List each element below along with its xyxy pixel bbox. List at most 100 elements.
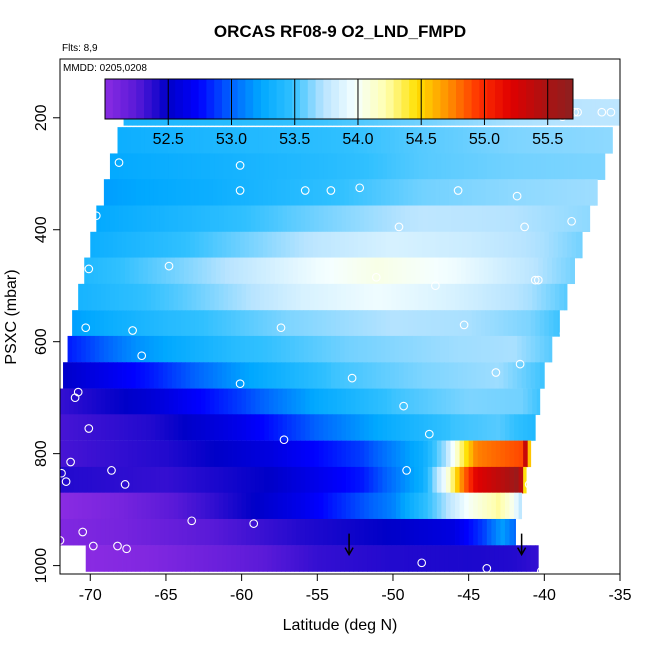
heatmap-cell	[294, 231, 300, 259]
heatmap-cell	[312, 127, 318, 154]
heatmap-cell	[241, 283, 247, 311]
heatmap-cell	[383, 257, 389, 285]
heatmap-cell	[253, 545, 259, 572]
heatmap-cell	[514, 153, 519, 180]
heatmap-cell	[568, 205, 574, 232]
heatmap-cell	[167, 335, 173, 363]
heatmap-cell	[276, 335, 282, 363]
heatmap-cell	[477, 518, 483, 546]
heatmap-cell	[105, 466, 111, 494]
heatmap-cell	[365, 257, 371, 285]
heatmap-cell	[217, 335, 223, 363]
heatmap-cell	[432, 414, 438, 441]
heatmap-cell	[114, 414, 120, 441]
heatmap-cell	[341, 440, 347, 468]
heatmap-cell	[290, 545, 295, 572]
heatmap-cell	[85, 310, 91, 337]
heatmap-cell	[208, 545, 214, 572]
heatmap-cell	[327, 518, 333, 546]
colorbar-cell	[222, 79, 231, 119]
heatmap-cell	[426, 545, 432, 572]
heatmap-cell	[237, 205, 243, 232]
heatmap-cell	[128, 518, 134, 546]
heatmap-cell	[473, 414, 479, 441]
heatmap-cell	[318, 414, 324, 441]
heatmap-cell	[582, 205, 588, 232]
heatmap-cell	[462, 231, 468, 259]
heatmap-cell	[358, 310, 364, 337]
heatmap-cell	[232, 283, 238, 311]
heatmap-cell	[205, 440, 211, 468]
heatmap-cell	[408, 335, 414, 363]
heatmap-cell	[327, 466, 333, 494]
heatmap-cell	[349, 335, 355, 363]
heatmap-cell	[600, 99, 606, 126]
heatmap-cell	[396, 466, 401, 494]
heatmap-cell	[217, 310, 223, 337]
heatmap-cell	[117, 545, 123, 572]
heatmap-cell	[256, 257, 262, 285]
heatmap-cell	[214, 283, 220, 311]
heatmap-cell	[78, 466, 84, 494]
heatmap-cell	[141, 414, 147, 441]
heatmap-cell	[545, 153, 551, 180]
heatmap-cell	[408, 362, 414, 389]
heatmap-cell	[441, 518, 447, 546]
heatmap-cell	[190, 310, 196, 337]
heatmap-cell	[131, 179, 137, 206]
heatmap-cell	[223, 153, 229, 180]
heatmap-cell	[447, 257, 453, 285]
heatmap-cell	[109, 283, 115, 311]
heatmap-cell	[296, 518, 302, 546]
heatmap-cell	[376, 127, 382, 154]
data-point	[84, 424, 94, 433]
heatmap-cell	[122, 179, 127, 206]
heatmap-cell	[427, 153, 433, 180]
heatmap-cell	[223, 466, 229, 494]
heatmap-cell	[280, 310, 286, 337]
heatmap-cell	[132, 283, 138, 311]
heatmap-cell	[441, 388, 447, 416]
heatmap-cell	[364, 414, 370, 441]
heatmap-cell	[255, 440, 261, 468]
heatmap-cell	[382, 153, 388, 180]
heatmap-cell	[541, 153, 547, 180]
heatmap-cell	[394, 545, 400, 572]
heatmap-cell	[173, 466, 179, 494]
heatmap-cell	[355, 205, 361, 232]
heatmap-cell	[426, 127, 432, 154]
data-point	[512, 191, 522, 201]
heatmap-cell	[96, 414, 102, 441]
heatmap-cell	[259, 205, 265, 232]
heatmap-cell	[327, 153, 333, 180]
heatmap-cell	[209, 283, 215, 311]
colorbar-cell	[409, 79, 418, 119]
heatmap-cell	[548, 179, 554, 206]
heatmap-cell	[455, 388, 460, 416]
heatmap-cell	[305, 283, 311, 311]
heatmap-cell	[137, 414, 143, 441]
heatmap-cell	[362, 362, 368, 389]
heatmap-cell	[607, 127, 613, 154]
heatmap-cell	[94, 310, 100, 337]
heatmap-cell	[327, 283, 333, 311]
heatmap-cell	[218, 466, 224, 494]
heatmap-cell	[159, 283, 165, 311]
heatmap-cell	[126, 362, 132, 389]
heatmap-cell	[421, 179, 427, 206]
heatmap-cell	[441, 153, 447, 180]
heatmap-cell	[117, 231, 123, 259]
heatmap-cell	[181, 179, 187, 206]
heatmap-cell	[235, 231, 241, 259]
colorbar-cell	[393, 79, 402, 119]
heatmap-cell	[562, 127, 568, 154]
heatmap-cell	[203, 179, 209, 206]
heatmap-cell	[518, 388, 524, 416]
heatmap-cell	[471, 127, 477, 154]
heatmap-cell	[542, 257, 548, 285]
heatmap-cell	[435, 127, 441, 154]
heatmap-cell	[100, 414, 106, 441]
heatmap-cell	[492, 257, 498, 285]
heatmap-cell	[389, 127, 395, 154]
heatmap-cell	[267, 335, 273, 363]
